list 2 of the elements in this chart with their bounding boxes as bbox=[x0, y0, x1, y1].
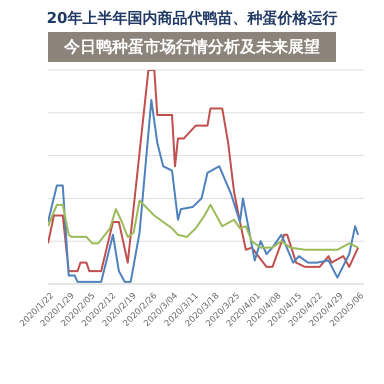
text: 今日鸭种蛋市场行情分析及未来展望 bbox=[48, 32, 336, 62]
chart-title: 20年上半年国内商品代鸭苗、种蛋价格运行 bbox=[46, 8, 338, 28]
